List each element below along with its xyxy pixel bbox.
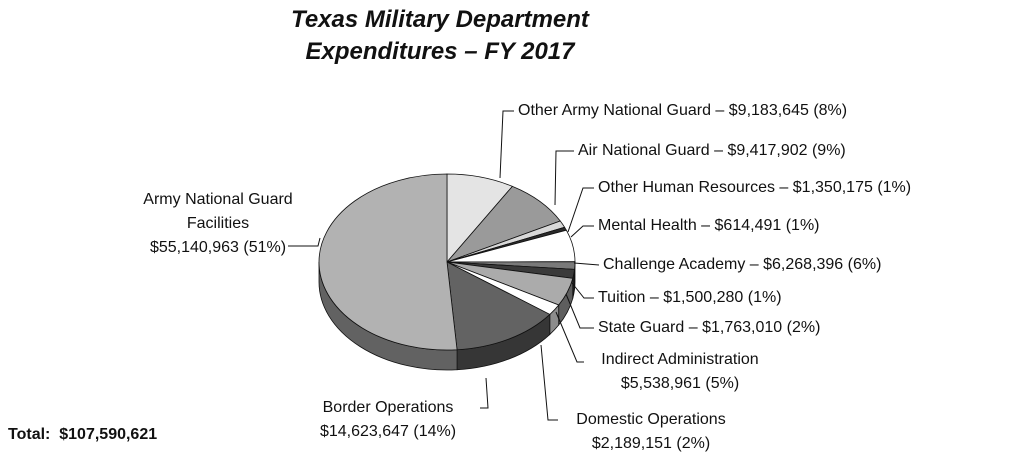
slice-percent: (6%) <box>847 256 882 273</box>
slice-label: Other Army National Guard – $9,183,645 (… <box>518 99 847 123</box>
slice <box>446 261 551 351</box>
slice-label: Indirect Administration $5,538,961 (5%) <box>580 348 780 396</box>
slice-percent: (1%) <box>747 289 782 306</box>
slice-value: $1,350,175 <box>792 179 873 196</box>
slice-percent: (1%) <box>785 217 820 234</box>
separator: – <box>715 102 725 119</box>
slice-label: Challenge Academy – $6,268,396 (6%) <box>603 253 881 277</box>
slice-percent: (2%) <box>676 435 711 452</box>
slice-value: $55,140,963 <box>149 239 239 256</box>
slice-name: Air National Guard <box>578 142 710 159</box>
separator: – <box>779 179 789 196</box>
slice-percent: (8%) <box>813 102 848 119</box>
slice-value: $1,500,280 <box>663 289 744 306</box>
slice-name: Border Operations <box>322 399 454 416</box>
leader-line <box>480 377 489 409</box>
slice-label: Other Human Resources – $1,350,175 (1%) <box>598 176 911 200</box>
leader-line <box>573 262 600 266</box>
leader-line <box>499 110 514 179</box>
slice-percent: (2%) <box>786 319 821 336</box>
slice-name: Challenge Academy <box>603 256 746 273</box>
leader-line <box>565 293 594 329</box>
leader-line <box>567 187 594 233</box>
slice-value: $9,417,902 <box>727 142 808 159</box>
slice-label: Army National Guard Facilities $55,140,96… <box>140 188 296 260</box>
leader-line <box>288 237 321 247</box>
separator: – <box>701 217 711 234</box>
slice-label: Border Operations $14,623,647 (14%) <box>290 396 486 444</box>
leader-line <box>540 344 558 421</box>
slice-percent: (5%) <box>705 375 740 392</box>
slice-name: Army National Guard Facilities <box>143 191 293 232</box>
slice-label: Tuition – $1,500,280 (1%) <box>598 286 782 310</box>
leader-line <box>554 150 574 206</box>
separator: – <box>714 142 723 159</box>
slice-label: State Guard – $1,763,010 (2%) <box>598 316 820 340</box>
slice-name: Indirect Administration <box>601 351 759 368</box>
slice-value: $14,623,647 <box>319 423 409 440</box>
slice-value: $1,763,010 <box>702 319 783 336</box>
leader-line <box>555 311 584 363</box>
slice-value: $2,189,151 <box>591 435 672 452</box>
separator: – <box>649 289 659 306</box>
leader-line <box>570 225 594 238</box>
slice-name: Domestic Operations <box>576 411 726 428</box>
slice-value: $6,268,396 <box>763 256 844 273</box>
slice-label: Air National Guard – $9,417,902 (9%) <box>578 139 846 163</box>
chart-title: Texas Military Department Expenditures –… <box>291 6 589 65</box>
leader-line <box>571 282 594 299</box>
slice-value: $5,538,961 <box>620 375 701 392</box>
slice-value: $614,491 <box>714 217 782 234</box>
slice-percent: (51%) <box>243 239 287 256</box>
slice-name: Tuition <box>598 289 646 306</box>
slice-name: Mental Health <box>598 217 697 234</box>
slice-name: Other Human Resources <box>598 179 775 196</box>
slice <box>318 173 458 351</box>
slice-percent: (1%) <box>877 179 912 196</box>
separator: – <box>688 319 698 336</box>
slice-percent: (14%) <box>413 423 457 440</box>
slice-label: Mental Health – $614,491 (1%) <box>598 214 820 238</box>
separator: – <box>749 256 759 273</box>
slice-percent: (9%) <box>811 142 846 159</box>
slice-name: State Guard <box>598 319 685 336</box>
slice-name: Other Army National Guard <box>518 102 711 119</box>
total-annotation: Total: $107,590,621 <box>8 426 158 443</box>
slice-label: Domestic Operations $2,189,151 (2%) <box>556 408 746 454</box>
slice-value: $9,183,645 <box>728 102 809 119</box>
